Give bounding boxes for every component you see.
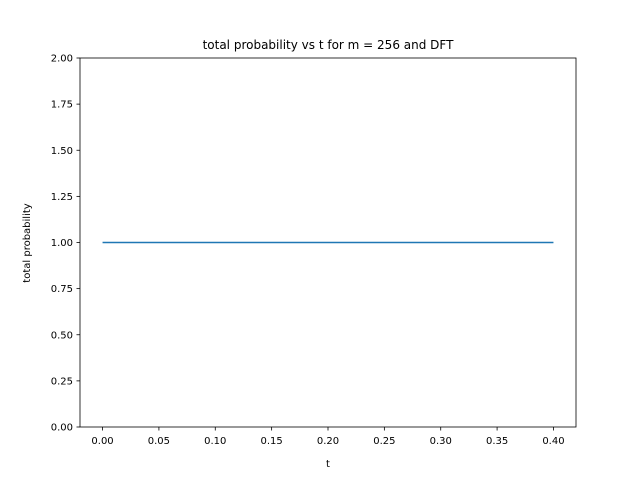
x-tick-label: 0.10 [204,436,226,447]
y-tick-label: 2.00 [51,54,73,65]
x-tick-label: 0.25 [373,436,395,447]
y-tick-label: 1.25 [51,192,73,203]
plot-area: 0.00 0.05 0.10 0.15 0.20 0.25 0.30 0.35 0.40 0.00… [51,54,577,447]
y-tick-label: 0.50 [51,330,73,341]
y-tick-label: 1.75 [51,100,73,111]
x-tick-label: 0.35 [486,436,508,447]
y-tick-label: 0.75 [51,284,73,295]
x-tick-label: 0.15 [261,436,283,447]
y-tick-label: 0.00 [51,423,73,434]
x-tick-label: 0.40 [542,436,564,447]
x-tick-label: 0.20 [317,436,339,447]
x-tick-label: 0.05 [148,436,170,447]
x-tick-label: 0.00 [91,436,113,447]
chart-title: total probability vs t for m = 256 and D… [203,38,455,52]
y-tick-label: 0.25 [51,376,73,387]
x-tick-label: 0.30 [430,436,452,447]
x-axis-label: t [326,459,330,470]
y-axis-label: total probability [22,203,33,282]
y-tick-label: 1.00 [51,238,73,249]
y-tick-label: 1.50 [51,146,73,157]
